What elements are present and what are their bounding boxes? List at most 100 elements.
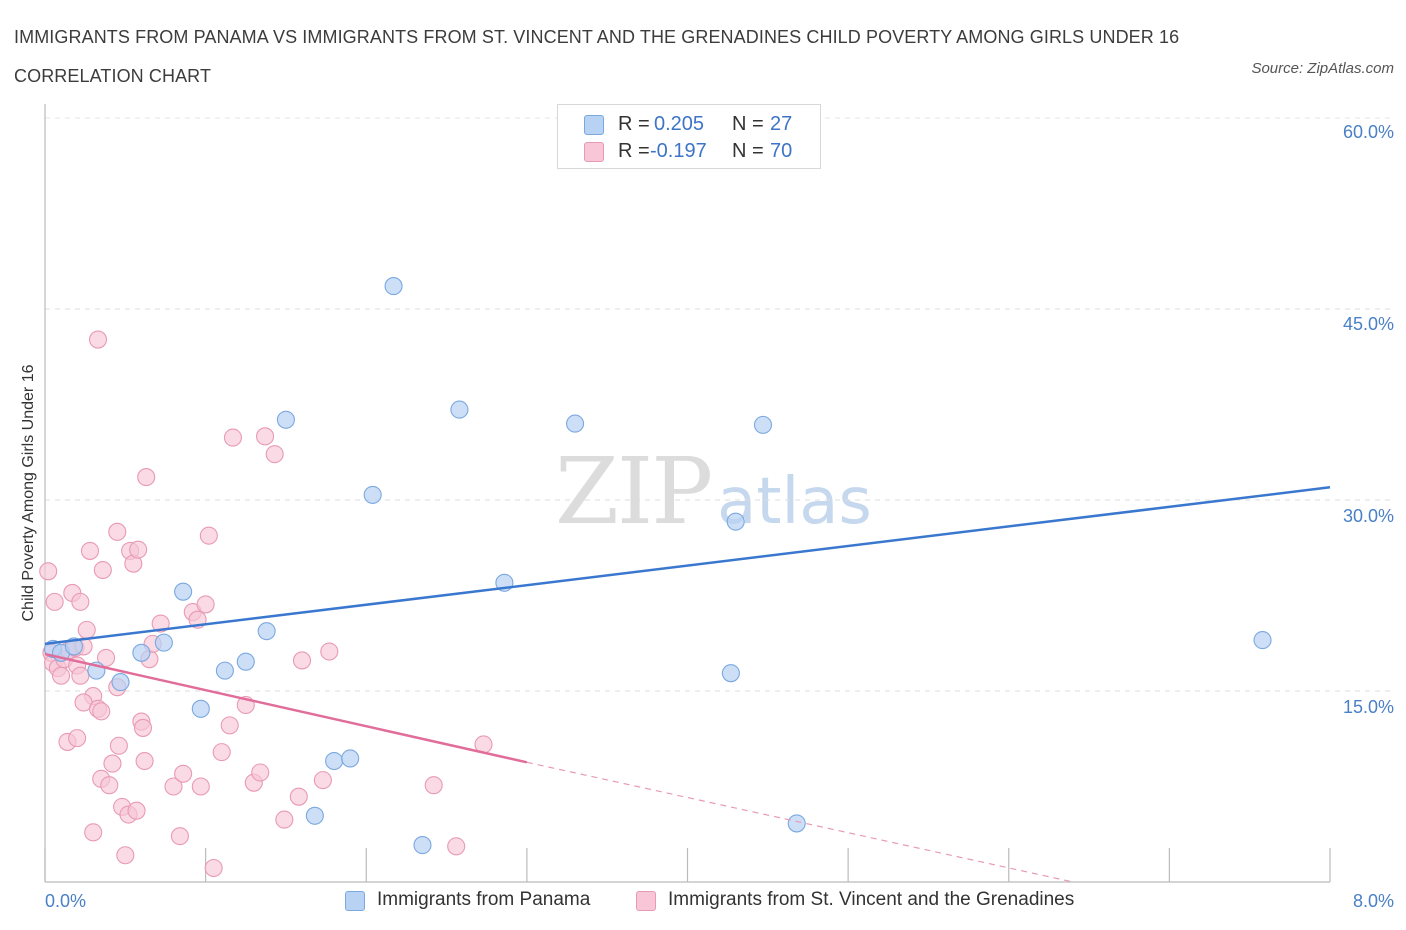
series-st-vincent-points bbox=[39, 330, 493, 878]
series-legend-label: Immigrants from Panama bbox=[377, 889, 591, 910]
data-point-panama bbox=[450, 400, 469, 419]
data-point-st-vincent bbox=[223, 428, 242, 447]
series-legend-swatch bbox=[345, 891, 365, 911]
data-point-panama bbox=[787, 814, 806, 833]
data-point-st-vincent bbox=[164, 777, 183, 796]
legend-n-label: N = bbox=[732, 113, 764, 135]
legend-r-label: R = bbox=[618, 113, 650, 135]
data-point-st-vincent bbox=[52, 666, 71, 685]
data-point-st-vincent bbox=[275, 810, 294, 829]
series-legend-label: Immigrants from St. Vincent and the Gren… bbox=[668, 889, 1075, 910]
data-point-panama bbox=[154, 633, 173, 652]
data-point-panama bbox=[305, 806, 324, 825]
data-point-st-vincent bbox=[191, 777, 210, 796]
legend-swatch-st-vincent bbox=[584, 142, 604, 162]
data-point-panama bbox=[257, 622, 276, 641]
gridlines bbox=[45, 117, 1390, 692]
data-point-st-vincent bbox=[116, 846, 135, 865]
data-point-panama bbox=[363, 485, 382, 504]
data-point-st-vincent bbox=[196, 595, 215, 614]
y-tick-label-45: 45.0% bbox=[1342, 314, 1394, 334]
data-point-st-vincent bbox=[170, 827, 189, 846]
data-point-st-vincent bbox=[135, 751, 154, 771]
trend-line-st-vincent-extension bbox=[526, 761, 1074, 883]
chart-title: IMMIGRANTS FROM PANAMA VS IMMIGRANTS FRO… bbox=[14, 27, 1180, 86]
data-point-panama bbox=[111, 673, 130, 692]
x-tick-label-max: 8.0% bbox=[1352, 891, 1394, 911]
data-point-st-vincent bbox=[256, 427, 275, 446]
data-point-st-vincent bbox=[204, 858, 223, 878]
series-legend-panama: Immigrants from Panama bbox=[345, 889, 590, 911]
data-point-st-vincent bbox=[174, 764, 193, 783]
x-tick-label-min: 0.0% bbox=[45, 891, 87, 911]
data-point-st-vincent bbox=[137, 468, 156, 487]
data-point-st-vincent bbox=[71, 666, 90, 685]
data-point-st-vincent bbox=[92, 702, 111, 721]
stats-legend: R = 0.205 N = 27 R = -0.197 N = 70 bbox=[557, 104, 821, 169]
data-point-panama bbox=[413, 836, 432, 855]
data-point-panama bbox=[1253, 631, 1272, 650]
data-point-st-vincent bbox=[292, 651, 312, 670]
data-point-st-vincent bbox=[251, 763, 270, 782]
data-point-panama bbox=[384, 277, 403, 296]
series-legend-st-vincent: Immigrants from St. Vincent and the Gren… bbox=[636, 889, 1074, 911]
data-point-panama bbox=[132, 643, 151, 662]
series-legend-swatch bbox=[636, 891, 656, 911]
data-point-st-vincent bbox=[93, 560, 112, 580]
data-point-panama bbox=[341, 749, 360, 768]
data-point-panama bbox=[215, 661, 234, 680]
data-point-st-vincent bbox=[151, 614, 170, 633]
data-point-st-vincent bbox=[109, 736, 128, 755]
legend-swatch-panama bbox=[584, 115, 604, 135]
y-tick-label-15: 15.0% bbox=[1342, 697, 1394, 717]
data-point-st-vincent bbox=[68, 729, 87, 748]
data-point-panama bbox=[726, 512, 745, 531]
data-point-panama bbox=[64, 637, 83, 656]
legend-n-value: 70 bbox=[770, 140, 793, 162]
data-point-st-vincent bbox=[129, 540, 148, 559]
series-panama-points bbox=[43, 129, 1272, 855]
y-tick-label-60: 60.0% bbox=[1342, 122, 1394, 142]
data-point-st-vincent bbox=[265, 445, 284, 464]
data-point-st-vincent bbox=[108, 522, 127, 541]
data-point-panama bbox=[191, 699, 210, 718]
data-point-panama bbox=[721, 664, 740, 683]
data-point-st-vincent bbox=[133, 718, 153, 737]
data-point-panama bbox=[753, 415, 773, 434]
data-point-st-vincent bbox=[96, 648, 116, 667]
y-tick-label-30: 30.0% bbox=[1342, 506, 1394, 526]
data-point-st-vincent bbox=[289, 787, 308, 806]
data-point-panama bbox=[276, 410, 295, 429]
data-point-panama bbox=[174, 582, 193, 601]
data-point-st-vincent bbox=[212, 743, 231, 762]
trend-line-panama bbox=[44, 486, 1331, 646]
trend-lines bbox=[44, 486, 1331, 883]
source-credit: Source: ZipAtlas.com bbox=[1251, 60, 1394, 77]
data-point-panama bbox=[566, 414, 585, 433]
legend-r-value: 0.205 bbox=[654, 113, 705, 135]
data-point-st-vincent bbox=[71, 592, 90, 611]
data-point-st-vincent bbox=[199, 526, 218, 545]
data-point-st-vincent bbox=[313, 771, 332, 790]
data-point-st-vincent bbox=[447, 837, 466, 856]
trend-line-st-vincent bbox=[44, 652, 528, 764]
watermark-zip: ZIP bbox=[555, 438, 713, 545]
legend-r-label: R = bbox=[618, 140, 650, 162]
data-point-st-vincent bbox=[39, 562, 58, 581]
data-point-st-vincent bbox=[80, 541, 100, 560]
legend-r-value: -0.197 bbox=[650, 140, 707, 162]
data-point-st-vincent bbox=[127, 801, 146, 820]
data-point-st-vincent bbox=[77, 620, 96, 639]
data-point-st-vincent bbox=[84, 823, 103, 842]
data-point-st-vincent bbox=[88, 330, 108, 349]
data-point-panama bbox=[236, 652, 255, 671]
data-point-st-vincent bbox=[100, 776, 119, 795]
data-point-st-vincent bbox=[320, 642, 339, 661]
legend-n-label: N = bbox=[732, 140, 764, 162]
data-point-st-vincent bbox=[45, 592, 64, 611]
legend-n-value: 27 bbox=[770, 113, 793, 135]
data-point-st-vincent bbox=[103, 754, 122, 773]
axes bbox=[44, 104, 1331, 883]
data-point-st-vincent bbox=[220, 716, 239, 735]
